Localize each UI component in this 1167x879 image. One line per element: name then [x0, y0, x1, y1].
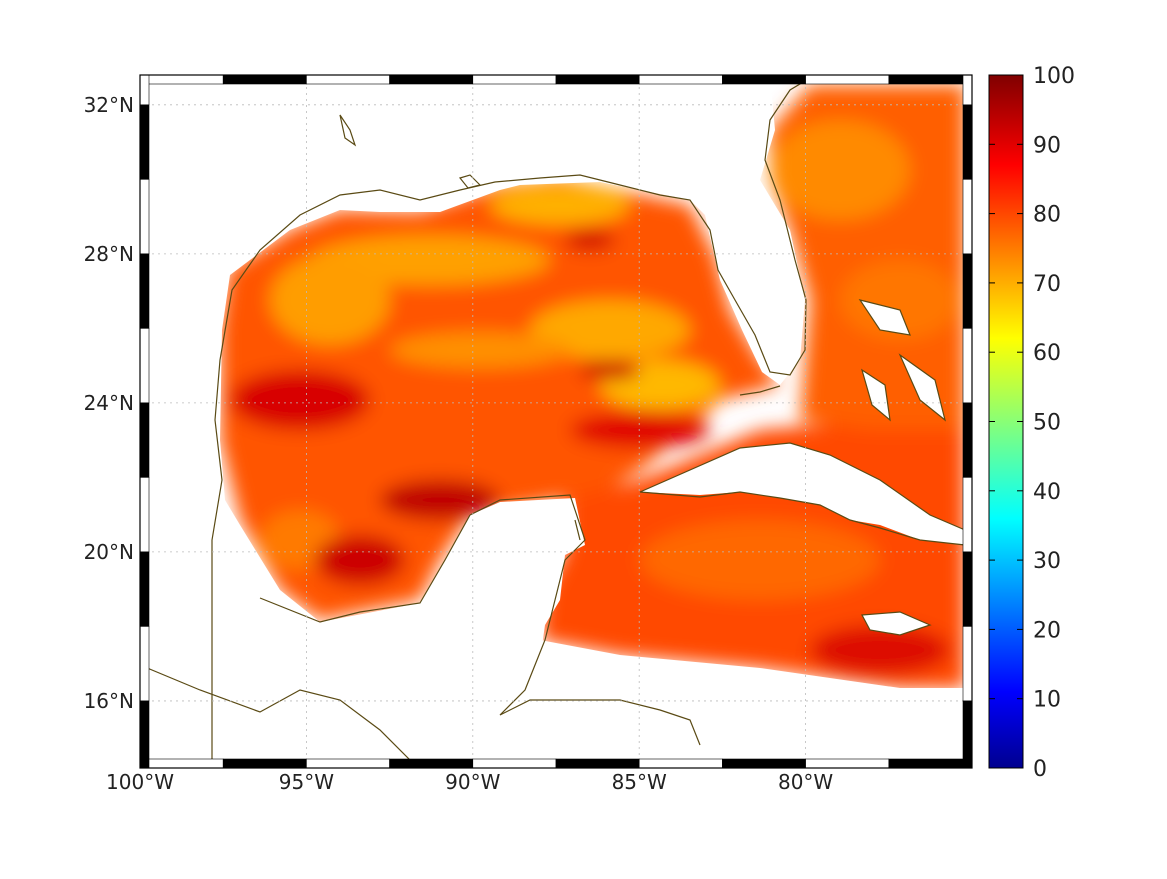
- frame-segment-right: [962, 74, 973, 106]
- yucatan-land: [140, 498, 585, 768]
- frame-segment-bottom: [555, 758, 640, 769]
- frame-segment-left: [139, 551, 150, 627]
- latitude-labels: 32°N 28°N 24°N 20°N 16°N: [84, 93, 134, 713]
- frame-segment-left: [139, 477, 150, 553]
- frame-segment-right: [962, 253, 973, 329]
- longitude-labels: 100°W 95°W 90°W 85°W 80°W: [106, 770, 833, 794]
- frame-segment-top: [222, 74, 307, 85]
- frame-segment-left: [139, 328, 150, 404]
- frame-outline: [139, 74, 973, 769]
- longitude-label: 95°W: [279, 770, 334, 794]
- frame-segment-right: [962, 626, 973, 702]
- frame-segment-bottom: [139, 758, 224, 769]
- colorbar-tick-label: 30: [1033, 549, 1061, 574]
- colorbar-tick-label: 60: [1033, 341, 1061, 366]
- frame-segment-top: [139, 74, 224, 85]
- frame-segment-top: [722, 74, 806, 85]
- frame-segment-left: [139, 626, 150, 702]
- frame-segment-right: [962, 402, 973, 478]
- colorbar-tick-label: 20: [1033, 618, 1061, 643]
- latitude-label: 16°N: [84, 689, 134, 713]
- frame-segment-top: [472, 74, 557, 85]
- colorbar-tick-label: 10: [1033, 688, 1061, 713]
- colorbar-tick-label: 90: [1033, 133, 1061, 158]
- frame-segment-left: [139, 179, 150, 255]
- colorbar-tick-label: 80: [1033, 203, 1061, 228]
- frame-segment-bottom: [638, 758, 723, 769]
- frame-segment-top: [555, 74, 640, 85]
- frame-segment-right: [962, 104, 973, 180]
- latitude-label: 20°N: [84, 540, 134, 564]
- longitude-label: 80°W: [778, 770, 833, 794]
- bahamas-land: [860, 300, 910, 335]
- frame-segment-right: [962, 328, 973, 404]
- frame-segment-bottom: [306, 758, 390, 769]
- north-land: [140, 75, 805, 640]
- colorbar-tick-label: 100: [1033, 64, 1075, 89]
- frame-segment-top: [805, 74, 890, 85]
- colorbar-tick-label: 70: [1033, 272, 1061, 297]
- frame-segment-left: [139, 74, 150, 106]
- coastline: [140, 75, 966, 768]
- cuba-land: [640, 443, 965, 545]
- frame-segment-top: [638, 74, 723, 85]
- map-frame: [139, 74, 973, 769]
- frame-segment-top: [888, 74, 973, 85]
- frame-segment-right: [962, 700, 973, 769]
- frame-segment-bottom: [805, 758, 890, 769]
- latitude-label: 24°N: [84, 391, 134, 415]
- frame-segment-right: [962, 551, 973, 627]
- colorbar-tick-label: 0: [1033, 757, 1047, 782]
- frame-segment-right: [962, 179, 973, 255]
- colorbar-tick-label: 40: [1033, 480, 1061, 505]
- frame-segment-bottom: [472, 758, 557, 769]
- latitude-label: 28°N: [84, 242, 134, 266]
- longitude-label: 100°W: [106, 770, 174, 794]
- frame-segment-left: [139, 104, 150, 180]
- frame-segment-top: [306, 74, 390, 85]
- colorbar-tick-label: 50: [1033, 411, 1061, 436]
- longitude-label: 90°W: [445, 770, 500, 794]
- frame-segment-top: [389, 74, 474, 85]
- frame-segment-right: [962, 477, 973, 553]
- frame-segment-left: [139, 402, 150, 478]
- frame-segment-left: [139, 700, 150, 769]
- frame-segment-bottom: [888, 758, 973, 769]
- frame-segment-bottom: [389, 758, 474, 769]
- frame-segment-bottom: [722, 758, 806, 769]
- frame-segment-bottom: [222, 758, 307, 769]
- latitude-label: 32°N: [84, 93, 134, 117]
- longitude-label: 85°W: [612, 770, 667, 794]
- frame-segment-left: [139, 253, 150, 329]
- south-land: [430, 640, 972, 768]
- land-masses: [140, 75, 972, 768]
